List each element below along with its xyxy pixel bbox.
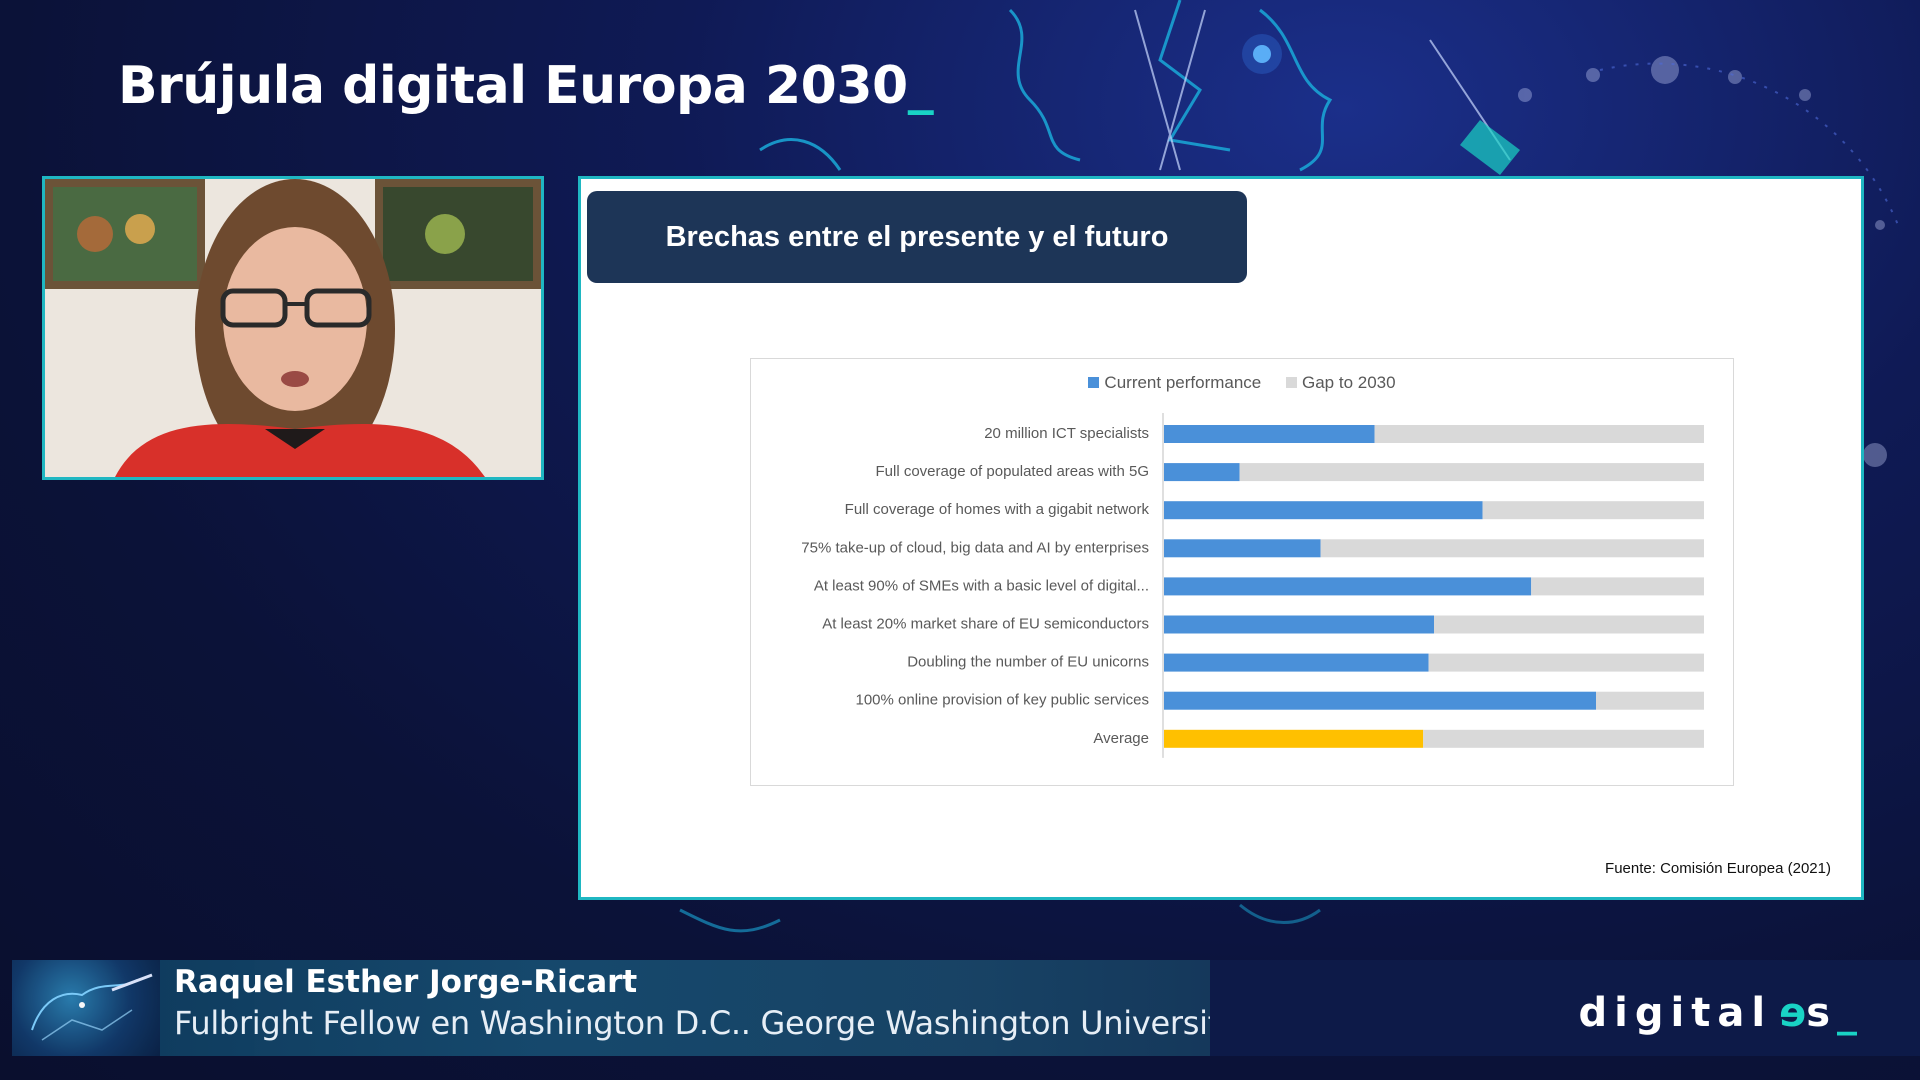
bar-current-performance: [1164, 577, 1532, 596]
slide-source: Fuente: Comisión Europea (2021): [1605, 860, 1831, 877]
bar-chart: 20 million ICT specialists Full coverage …: [801, 413, 1704, 758]
chart-category-label: 20 million ICT specialists: [984, 425, 1149, 442]
chart-category-label: At least 20% market share of EU semicond…: [822, 616, 1149, 633]
speaker-video-image: [45, 179, 541, 477]
legend-item-gap: Gap to 2030: [1286, 373, 1396, 393]
bar-gap-to-2030: [1239, 463, 1704, 482]
chart-category-label: Full coverage of populated areas with 5G: [876, 463, 1150, 480]
speaker-role: Fulbright Fellow en Washington D.C.. Geo…: [174, 1004, 1244, 1042]
legend-swatch-gap: [1286, 377, 1297, 388]
bar-gap-to-2030: [1423, 729, 1704, 748]
brand-s: s: [1806, 990, 1837, 1036]
chart-category-label: Full coverage of homes with a gigabit ne…: [845, 501, 1150, 518]
title-cursor: _: [907, 56, 934, 116]
legend-label-gap: Gap to 2030: [1302, 373, 1396, 392]
bar-gap-to-2030: [1482, 501, 1704, 520]
brand-e: e: [1772, 990, 1807, 1036]
lower-third-bar: [12, 960, 1210, 1056]
title-text: Brújula digital Europa 2030: [118, 56, 908, 116]
europe-map-thumbnail: [12, 960, 160, 1056]
europe-map-icon: [31, 973, 153, 1041]
chart-category-label: At least 90% of SMEs with a basic level …: [814, 577, 1149, 594]
legend-label-current: Current performance: [1104, 373, 1262, 392]
brand-prefix: digital: [1578, 990, 1773, 1036]
bar-gap-to-2030: [1428, 653, 1704, 672]
bar-gap-to-2030: [1434, 615, 1704, 634]
bar-current-performance: [1164, 615, 1434, 634]
speaker-video: [42, 176, 544, 480]
bar-gap-to-2030: [1596, 691, 1704, 710]
presentation-slide: Brechas entre el presente y el futuro Cu…: [578, 176, 1864, 900]
brand-cursor: _: [1837, 990, 1864, 1036]
bar-gap-to-2030: [1531, 577, 1704, 596]
chart-category-label: 75% take-up of cloud, big data and AI by…: [801, 539, 1149, 556]
speaker-name: Raquel Esther Jorge-Ricart: [174, 964, 638, 1000]
bar-gap-to-2030: [1374, 425, 1704, 443]
bar-current-performance: [1164, 729, 1424, 748]
chart-category-label: Doubling the number of EU unicorns: [907, 654, 1149, 671]
chart-container: Current performance Gap to 2030 20 milli…: [750, 358, 1734, 786]
slide-title: Brechas entre el presente y el futuro: [587, 191, 1247, 283]
bar-current-performance: [1164, 501, 1483, 520]
chart-category-label: Average: [1093, 730, 1149, 747]
brand-bar: [1210, 960, 1920, 1056]
bar-current-performance: [1164, 539, 1321, 558]
bar-gap-to-2030: [1320, 539, 1704, 558]
chart-category-label: 100% online provision of key public serv…: [856, 692, 1150, 709]
bar-current-performance: [1164, 691, 1596, 710]
legend-item-current: Current performance: [1088, 373, 1261, 393]
brand-logo: digitales_: [1579, 990, 1864, 1036]
page-title: Brújula digital Europa 2030_: [118, 56, 934, 116]
bar-current-performance: [1164, 463, 1240, 482]
chart-legend: Current performance Gap to 2030: [751, 373, 1733, 393]
bar-current-performance: [1164, 653, 1429, 672]
bar-current-performance: [1164, 425, 1375, 443]
legend-swatch-current: [1088, 377, 1100, 388]
